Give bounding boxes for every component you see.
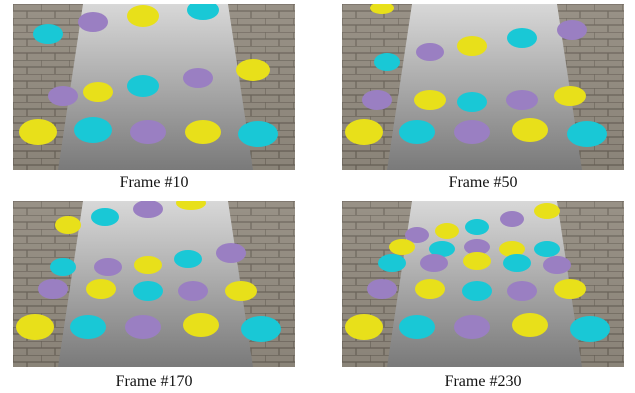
teapots [16, 201, 281, 342]
frame-170-render [13, 201, 295, 367]
teapots [345, 203, 610, 342]
teapot-scene-image [342, 201, 624, 367]
frame-10-render [13, 4, 295, 170]
frame-230-caption: Frame #230 [444, 373, 522, 390]
frame-170-caption: Frame #170 [115, 373, 193, 390]
teapot-scene-image [13, 4, 295, 170]
teapot-scene-image [13, 201, 295, 367]
frame-230-render [342, 201, 624, 367]
teapots [345, 4, 607, 147]
frame-10-caption: Frame #10 [119, 174, 189, 191]
teapots [19, 4, 278, 147]
frame-50-render [342, 4, 624, 170]
frame-50-caption: Frame #50 [448, 174, 518, 191]
teapot-scene-image [342, 4, 624, 170]
